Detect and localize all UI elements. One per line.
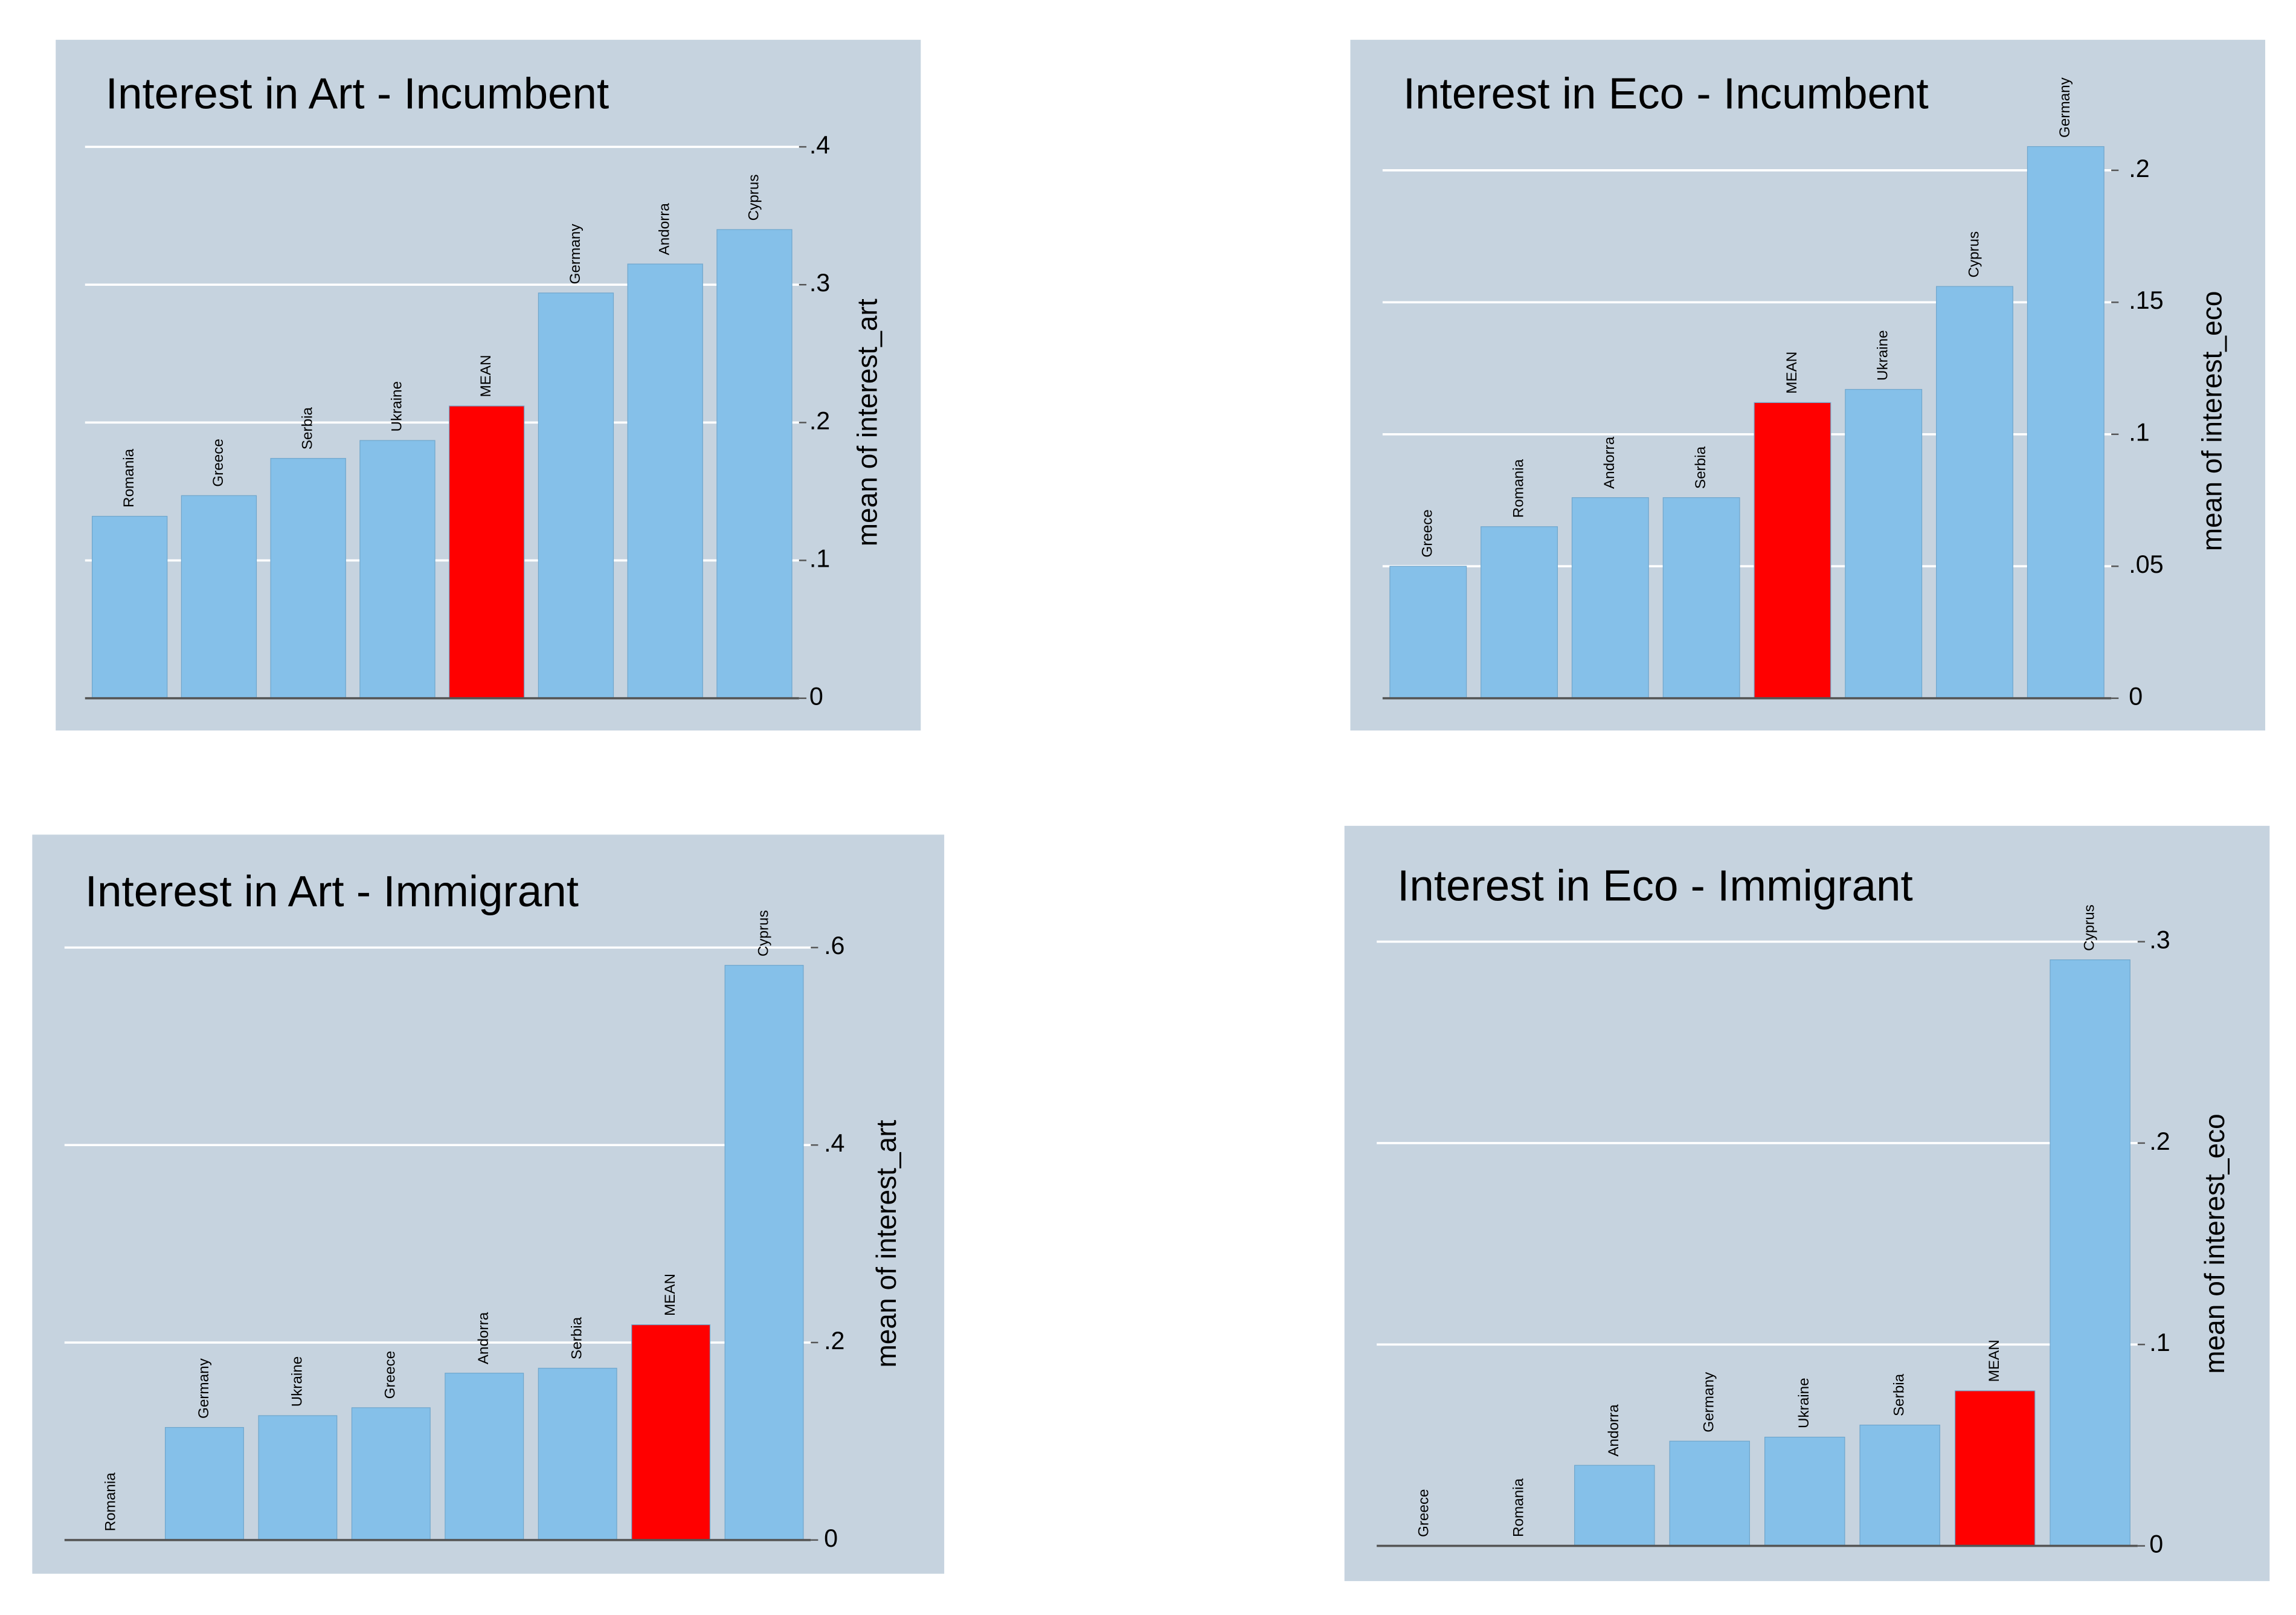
bar — [538, 1367, 617, 1541]
bar — [627, 263, 703, 699]
bar — [538, 292, 614, 699]
bar — [1954, 1390, 2036, 1547]
bar — [445, 1373, 524, 1541]
chart-title: Interest in Art - Incumbent — [106, 69, 609, 118]
bar-label: Andorra — [657, 203, 673, 256]
y-axis-title: mean of interest_eco — [2199, 1114, 2230, 1374]
bar — [1845, 388, 1923, 699]
bar-label: Cyprus — [745, 175, 762, 221]
bar-label: MEAN — [478, 355, 494, 397]
y-tick-label: .2 — [809, 407, 830, 434]
y-tick-label: .3 — [2149, 926, 2170, 953]
bar-label: Greece — [1420, 509, 1436, 558]
bar — [258, 1415, 338, 1541]
bar-label: Andorra — [1601, 436, 1618, 489]
bar-label: Romania — [1510, 459, 1526, 518]
bar — [1669, 1440, 1751, 1547]
bar-label: Greece — [1415, 1489, 1432, 1537]
y-tick-label: 0 — [2129, 683, 2143, 711]
y-tick-label: .4 — [824, 1129, 844, 1157]
y-tick-label: .6 — [824, 932, 844, 959]
chart-title: Interest in Art - Immigrant — [85, 867, 579, 916]
y-tick-label: .05 — [2129, 550, 2163, 578]
bar-label: Serbia — [1693, 446, 1709, 489]
bar — [1764, 1436, 1845, 1547]
y-tick-label: .1 — [2129, 419, 2149, 446]
bar-label: Romania — [121, 448, 137, 508]
bar-label: Serbia — [569, 1317, 585, 1359]
y-tick-label: 0 — [809, 683, 823, 711]
bar-label: Cyprus — [1966, 231, 1982, 278]
y-tick-label: .2 — [2149, 1127, 2170, 1155]
bar-label: Germany — [1701, 1372, 1717, 1433]
chart-title: Interest in Eco - Immigrant — [1397, 861, 1913, 910]
bar-label: Andorra — [475, 1312, 492, 1364]
y-tick-label: .2 — [2129, 155, 2149, 182]
bar — [716, 229, 793, 699]
bar-label: Ukraine — [1796, 1378, 1812, 1428]
bar — [1481, 526, 1558, 699]
bar — [91, 515, 168, 699]
bar — [2027, 146, 2105, 699]
y-tick-label: .4 — [809, 131, 830, 159]
bar — [1754, 402, 1831, 699]
bar-label: MEAN — [1986, 1339, 2002, 1382]
bar — [359, 440, 436, 699]
y-tick-label: .1 — [2149, 1329, 2170, 1356]
bar-label: Serbia — [300, 407, 316, 450]
y-tick-label: .3 — [809, 269, 830, 297]
y-axis-title: mean of interest_eco — [2196, 291, 2227, 552]
bar-label: Ukraine — [289, 1356, 305, 1407]
bar-label: Cyprus — [755, 910, 771, 956]
bar-label: Germany — [2057, 77, 2073, 138]
bar-label: Serbia — [1891, 1373, 1908, 1416]
y-tick-label: 0 — [2149, 1530, 2163, 1558]
bar — [724, 965, 804, 1541]
bar-label: MEAN — [662, 1274, 678, 1316]
bar-label: Andorra — [1606, 1404, 1622, 1457]
y-tick-label: .2 — [824, 1327, 844, 1355]
bar-label: Germany — [567, 224, 584, 285]
y-axis-title: mean of interest_art — [870, 1120, 902, 1367]
bar — [164, 1426, 244, 1541]
y-axis-title: mean of interest_art — [852, 298, 883, 546]
bar — [270, 458, 346, 699]
bar-label: Ukraine — [388, 381, 405, 432]
bar-label: Romania — [1511, 1478, 1527, 1537]
bar-label: Greece — [382, 1351, 399, 1399]
bar-label: Ukraine — [1875, 330, 1891, 381]
bar-label: Germany — [196, 1358, 212, 1419]
bar — [449, 405, 525, 699]
y-tick-label: 0 — [824, 1524, 838, 1552]
bar — [631, 1324, 711, 1541]
bar-label: MEAN — [1784, 352, 1800, 394]
bar — [1662, 497, 1740, 699]
bar — [1936, 286, 2013, 699]
chart-title: Interest in Eco - Incumbent — [1403, 69, 1929, 118]
bar-label: Greece — [210, 439, 227, 487]
bar — [2050, 959, 2130, 1547]
bar — [1571, 497, 1649, 699]
y-tick-label: .1 — [809, 544, 830, 572]
bar — [1574, 1465, 1655, 1547]
bar-label: Romania — [102, 1472, 118, 1532]
bar — [351, 1407, 431, 1541]
y-tick-label: .15 — [2129, 286, 2163, 314]
bar — [1859, 1424, 1940, 1547]
bar — [1389, 566, 1467, 699]
bar — [181, 495, 257, 699]
bar-label: Cyprus — [2082, 904, 2098, 951]
